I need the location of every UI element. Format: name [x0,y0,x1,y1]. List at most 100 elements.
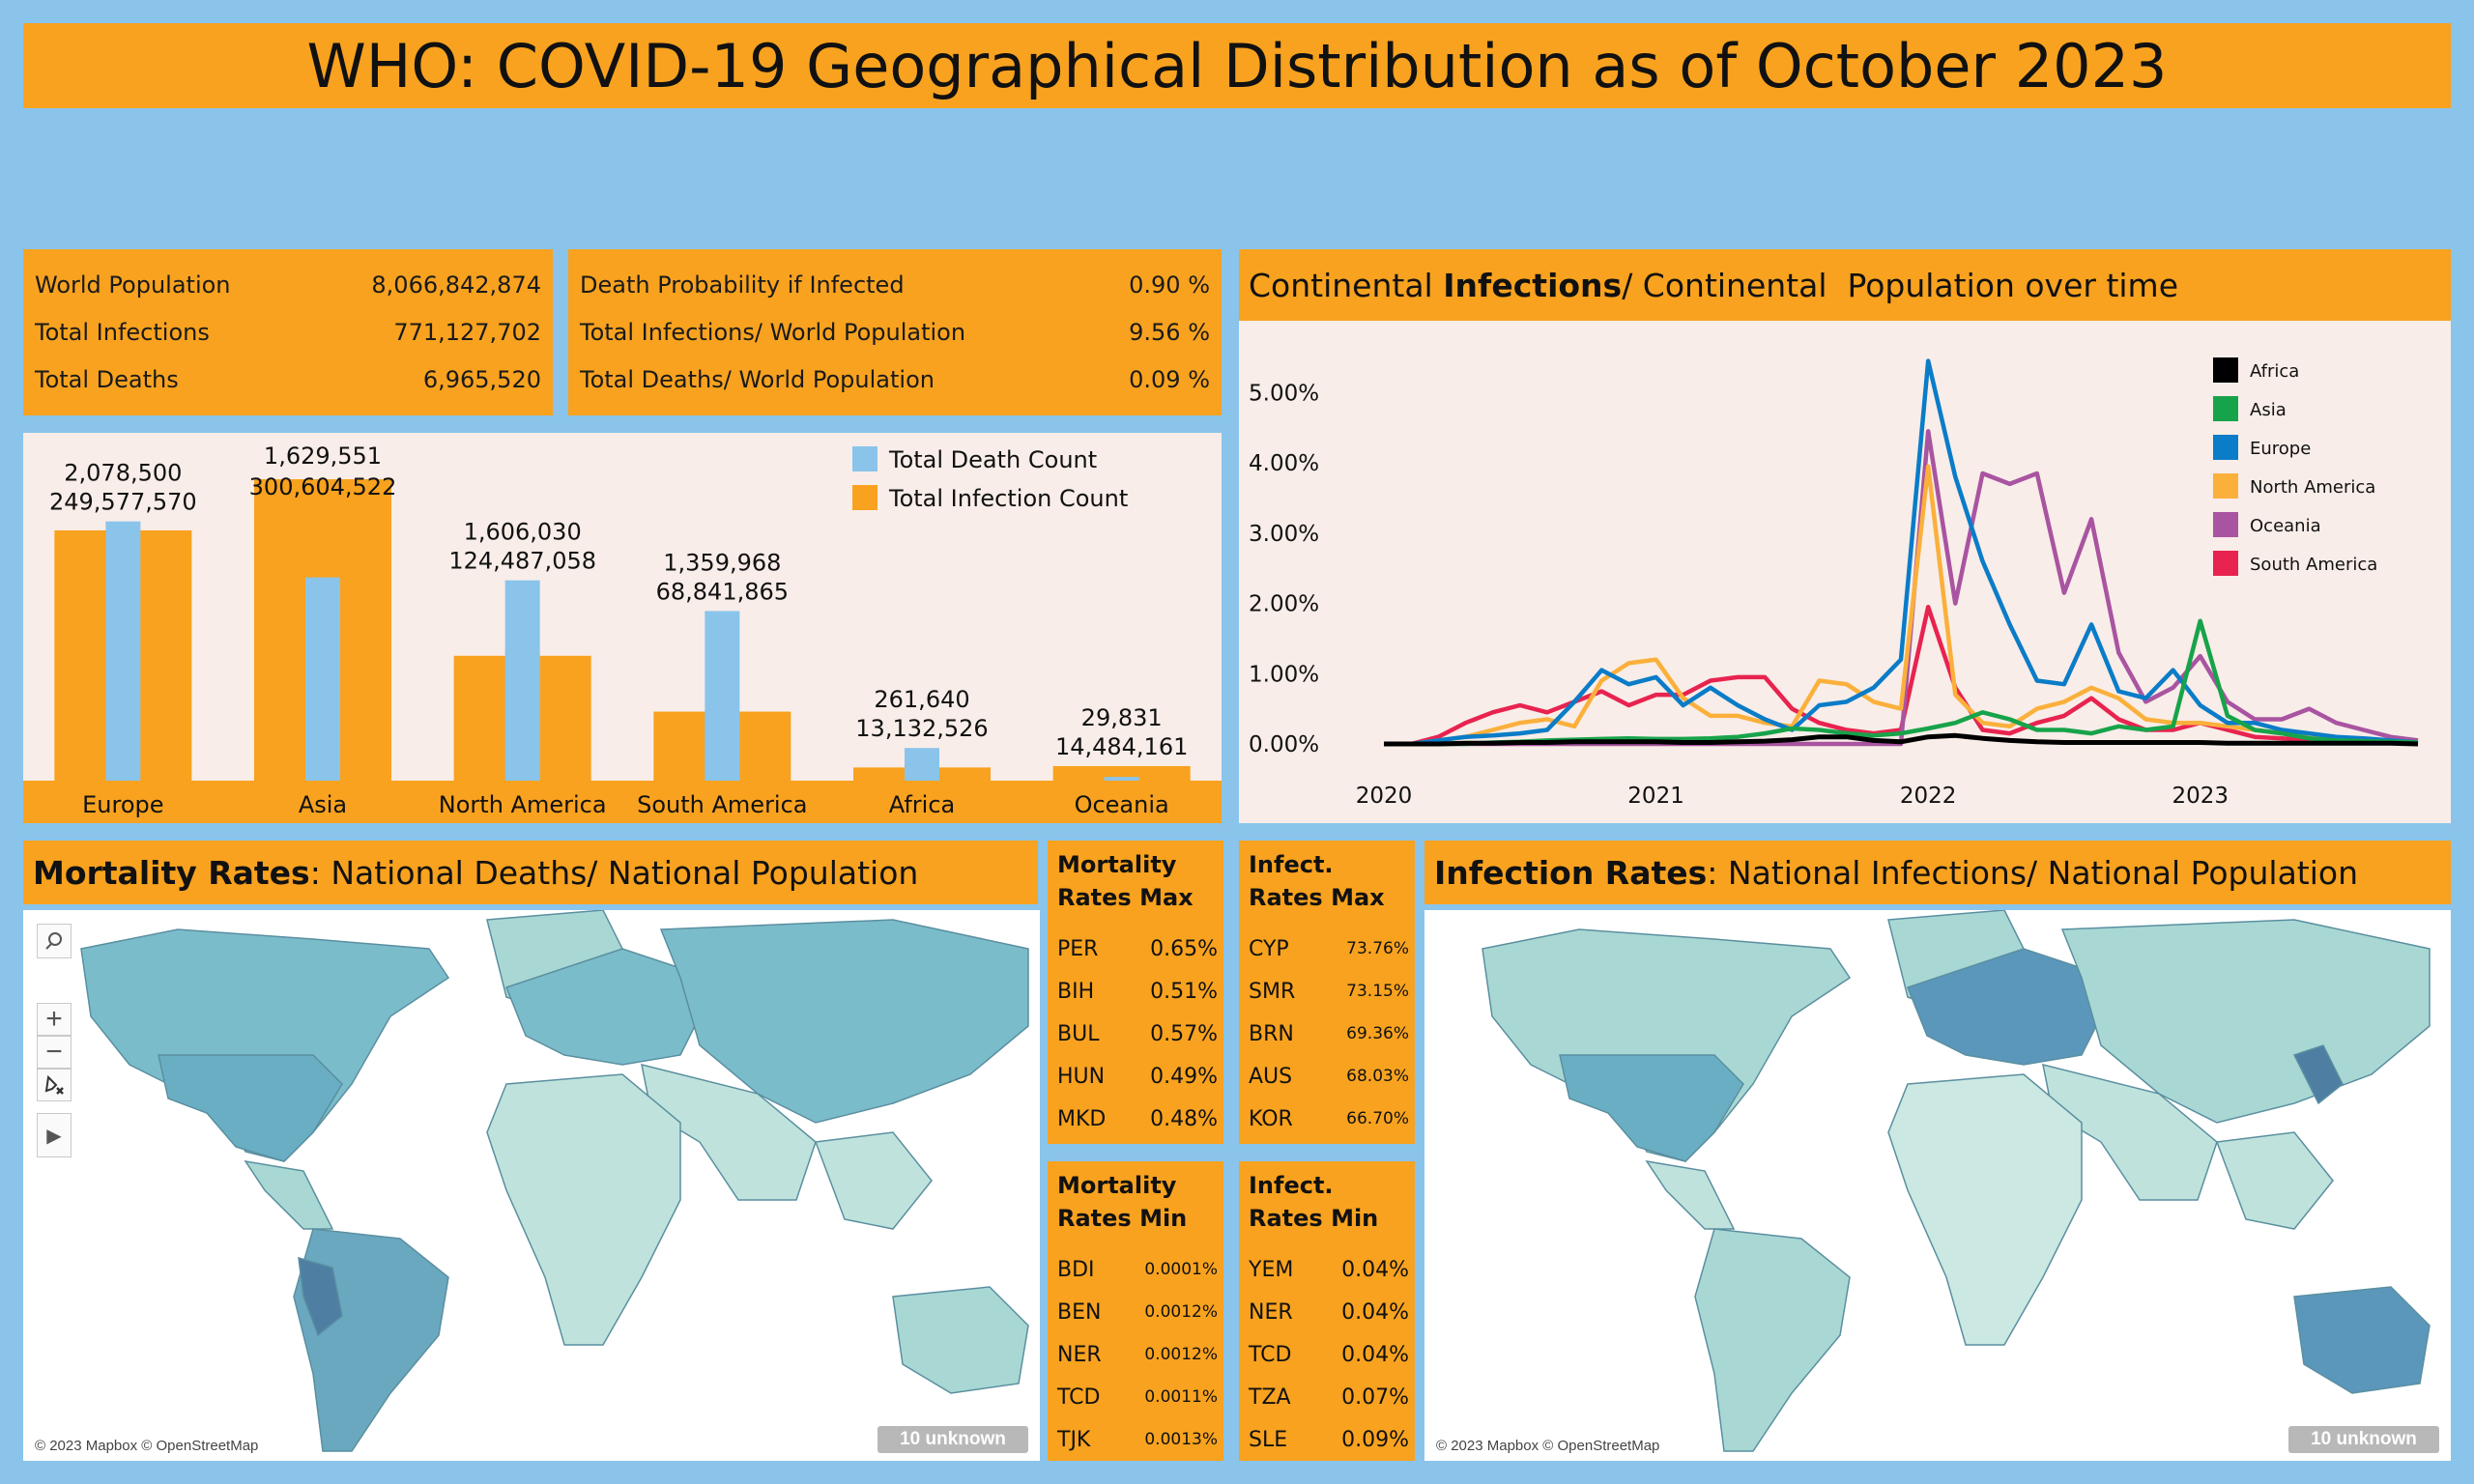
infection-map-header: Infection Rates: National Infections/ Na… [1424,841,2451,904]
rate-value: 0.48% [1150,1106,1218,1131]
death-bar [1104,777,1139,781]
country-code: KOR [1249,1106,1293,1131]
line-chart-header: Continental Infections / Continental Popu… [1239,249,2451,321]
country-code: SMR [1249,979,1296,1004]
map-russia-asia [659,919,1029,1124]
mortality-map[interactable]: + − ▶ © 2023 Mapbox © OpenStreetMap 10 u… [23,910,1040,1461]
rate-value: 69.36% [1346,1024,1409,1043]
list-item: NER 0.04% [1239,1291,1415,1333]
plus-icon: + [45,1003,63,1035]
death-bar [905,748,939,781]
death-bar [504,580,540,781]
rate-value: 0.07% [1341,1384,1409,1410]
map-attribution: © 2023 Mapbox © OpenStreetMap [35,1438,259,1454]
map-south-america [293,1228,449,1452]
death-value-label: 29,831 [1081,704,1163,731]
map-europe [1907,948,2102,1066]
line-chart-title-suffix: / Continental Population over time [1622,266,2178,304]
x-tick-label: 2022 [1900,784,1957,809]
list-item: NER 0.0012% [1048,1333,1223,1376]
mortality-header-rest: : National Deaths/ National Population [309,853,919,892]
list-item: AUS 68.03% [1239,1055,1415,1098]
unknown-values-badge[interactable]: 10 unknown [877,1426,1028,1453]
continent-bar-chart-panel: 2,078,500 249,577,570 1,629,551 300,604,522… [23,433,1222,823]
category-band [23,781,1222,823]
legend-label: North America [2250,477,2375,498]
map-south-america [1694,1228,1851,1452]
infection-header-bold: Infection Rates [1434,853,1708,892]
map-usa [158,1054,343,1162]
map-peru [298,1256,343,1337]
country-code: NER [1057,1342,1102,1367]
rate-value: 73.76% [1346,939,1409,958]
mortality-min-title: Mortality Rates Min [1057,1172,1188,1232]
country-code: AUS [1249,1064,1293,1089]
rate-value: 0.0011% [1144,1387,1218,1407]
kpi-value: 771,127,702 [393,318,541,346]
category-label: Africa [889,791,955,818]
mortality-world-map [80,910,1029,1452]
infection-header-rest: : National Infections/ National Populati… [1707,853,2359,892]
infection-value-label: 68,841,865 [656,578,789,605]
line-chart-title-prefix: Continental [1249,266,1444,304]
kpi-label: Total Deaths [35,366,179,394]
rate-value: 0.04% [1341,1257,1409,1282]
list-item: YEM 0.04% [1239,1248,1415,1291]
country-code: BEN [1057,1299,1102,1325]
list-item: HUN 0.49% [1048,1055,1223,1098]
infection-value-label: 249,577,570 [49,489,197,516]
legend-label: Total Infection Count [888,485,1128,512]
continent-infection-line-chart: 0.00% 1.00% 2.00% 3.00% 4.00% 5.00% 2020 2021 20… [1249,357,2419,809]
list-item: BRN 69.36% [1239,1013,1415,1055]
y-tick-label: 2.00% [1249,592,1319,617]
mortality-max-box: Mortality Rates Max PER 0.65% BIH 0.51% BU… [1048,841,1223,1144]
infect-max-box: Infect. Rates Max CYP 73.76% SMR 73.15% BR… [1239,841,1415,1144]
legend-swatch [2213,435,2238,460]
unknown-values-badge[interactable]: 10 unknown [2288,1426,2439,1453]
play-button[interactable]: ▶ [37,1113,72,1157]
rate-value: 0.51% [1150,979,1218,1004]
zoom-in-button[interactable]: + [37,1003,72,1036]
category-label: Asia [299,791,347,818]
infect-min-title: Infect. Rates Min [1249,1172,1379,1232]
kpi-label: Total Deaths/ World Population [580,366,935,394]
pin-map-button[interactable] [37,1069,72,1101]
infection-world-map [1482,910,2431,1452]
category-label: South America [637,791,807,818]
infection-bar [1052,765,1191,781]
country-code: BUL [1057,1021,1100,1046]
zoom-out-button[interactable]: − [37,1036,72,1069]
country-code: TJK [1057,1427,1091,1452]
legend-swatch [2213,551,2238,576]
legend-swatch [2213,512,2238,537]
legend-label: Asia [2250,400,2287,420]
country-code: BRN [1249,1021,1294,1046]
country-code: HUN [1057,1064,1106,1089]
map-africa [1887,1073,2083,1346]
kpi-value: 8,066,842,874 [371,271,541,299]
country-code: TCD [1249,1342,1292,1367]
infection-value-label: 14,484,161 [1055,733,1188,760]
map-southeast-asia [814,1131,933,1230]
map-korea-japan [2292,1044,2344,1105]
x-tick-label: 2020 [1356,784,1413,809]
list-item: TJK 0.0013% [1048,1418,1223,1461]
page-title: WHO: COVID-19 Geographical Distribution … [23,23,2451,108]
kpi-value: 9.56 % [1129,318,1210,346]
rate-value: 0.57% [1150,1021,1218,1046]
kpi-label: Total Infections/ World Population [580,318,966,346]
search-icon [45,932,62,950]
mortality-min-box: Mortality Rates Min BDI 0.0001% BEN 0.0012… [1048,1161,1223,1461]
legend-swatch [852,446,877,471]
death-value-label: 1,359,968 [663,549,781,576]
rate-value: 0.04% [1341,1299,1409,1325]
map-search-button[interactable] [37,924,72,958]
country-code: SLE [1249,1427,1288,1452]
mortality-header-bold: Mortality Rates [33,853,310,892]
map-southeast-asia [2215,1131,2334,1230]
legend-label: Oceania [2250,516,2321,536]
country-code: PER [1057,936,1099,961]
rate-value: 66.70% [1346,1109,1409,1128]
infection-map[interactable]: © 2023 Mapbox © OpenStreetMap 10 unknown [1424,910,2451,1461]
minus-icon: − [45,1036,63,1068]
